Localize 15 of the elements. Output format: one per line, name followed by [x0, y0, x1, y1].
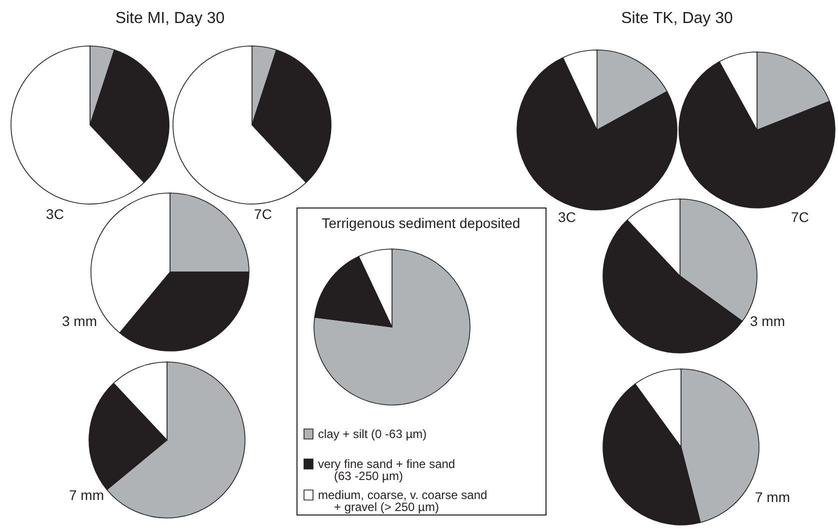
- pie-slice: [314, 248, 470, 406]
- text: Terrigenous sediment deposited: [322, 215, 520, 231]
- text: 7 mm: [69, 487, 104, 503]
- text: 7C: [254, 206, 272, 222]
- text: 3 mm: [750, 313, 785, 329]
- legend-label: medium, coarse, v. coarse sand + gravel (> 250 µm): [318, 488, 488, 514]
- text: 7C: [791, 209, 809, 225]
- text: 3 mm: [62, 313, 97, 329]
- legend-label: clay + silt (0 -63 µm): [318, 427, 427, 441]
- legend-label: very fine sand + fine sand (63 -250 µm): [318, 457, 456, 483]
- text: 7 mm: [755, 489, 790, 505]
- text: 3C: [46, 206, 64, 222]
- text: Site MI, Day 30: [115, 10, 225, 27]
- text: Site TK, Day 30: [621, 10, 733, 27]
- text: 3C: [558, 209, 576, 225]
